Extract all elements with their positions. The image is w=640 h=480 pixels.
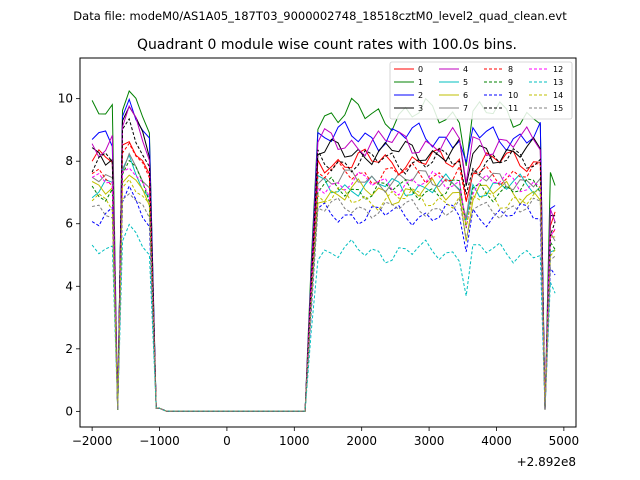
y-tick-label: 6 <box>65 217 73 231</box>
y-tick-label: 10 <box>58 92 73 106</box>
x-offset-text: +2.892e8 <box>517 455 576 469</box>
legend-label: 6 <box>463 91 468 100</box>
legend-label: 8 <box>508 65 513 74</box>
legend-label: 2 <box>418 91 423 100</box>
legend-frame <box>389 61 573 120</box>
legend-label: 15 <box>553 104 563 113</box>
x-tick-label: 3000 <box>414 434 445 448</box>
y-tick-label: 8 <box>65 154 73 168</box>
legend-label: 10 <box>508 91 518 100</box>
legend-label: 3 <box>418 104 423 113</box>
x-tick-label: 4000 <box>481 434 512 448</box>
y-tick-label: 4 <box>65 279 73 293</box>
legend-label: 5 <box>463 78 468 87</box>
legend-label: 0 <box>418 65 423 74</box>
legend-label: 4 <box>463 65 468 74</box>
series-line-15 <box>92 193 556 412</box>
y-tick-label: 2 <box>65 342 73 356</box>
x-tick-label: 1000 <box>279 434 310 448</box>
x-tick-label: −2000 <box>72 434 113 448</box>
legend-label: 7 <box>463 104 468 113</box>
legend-label: 11 <box>508 104 518 113</box>
legend-label: 9 <box>508 78 513 87</box>
legend-label: 12 <box>553 65 563 74</box>
y-tick-label: 0 <box>65 404 73 418</box>
legend-label: 1 <box>418 78 423 87</box>
x-tick-label: 0 <box>223 434 231 448</box>
legend-label: 13 <box>553 78 563 87</box>
plot-frame <box>79 57 577 428</box>
series-layer <box>91 90 556 412</box>
suptitle: Data file: modeM0/AS1A05_187T03_90000027… <box>73 9 567 23</box>
series-line-9 <box>91 159 556 412</box>
ticks-layer: −2000 −1000 0 1000 2000 3000 4000 5000 0 2 4 6 8 10 <box>58 92 579 448</box>
series-line-14 <box>91 178 556 412</box>
x-tick-label: 2000 <box>346 434 377 448</box>
x-tick-label: 5000 <box>549 434 580 448</box>
chart-title: Quadrant 0 module wise count rates with … <box>137 37 517 53</box>
legend-label: 14 <box>553 91 563 100</box>
x-tick-label: −1000 <box>139 434 180 448</box>
